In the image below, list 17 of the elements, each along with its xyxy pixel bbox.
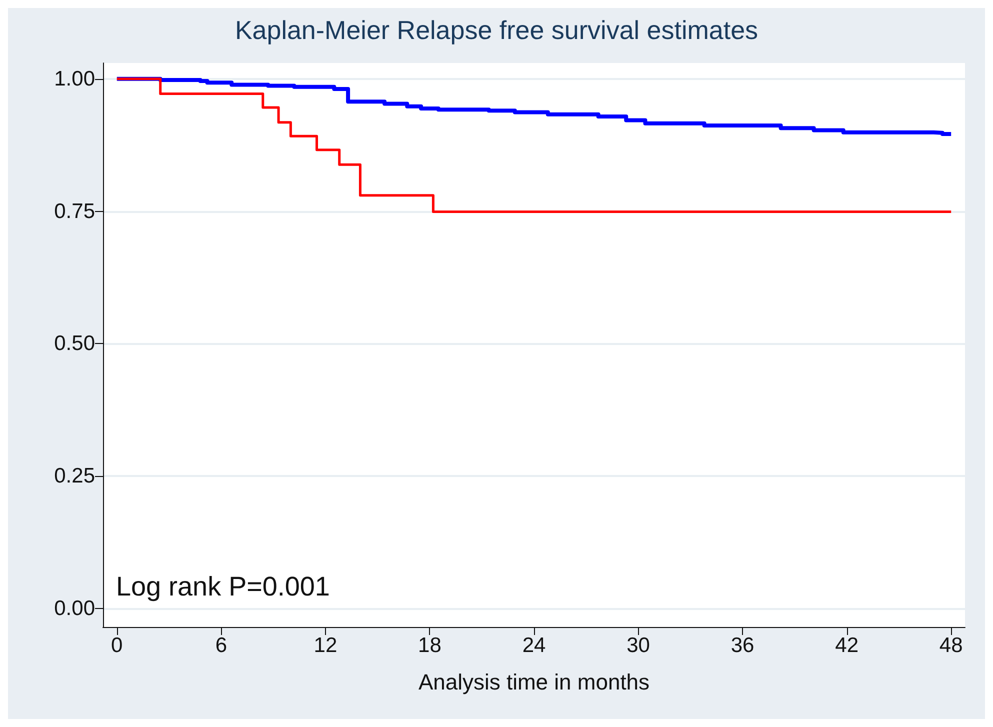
- x-tick-label: 30: [626, 634, 650, 657]
- y-tick-label: 0.75: [54, 200, 95, 223]
- y-tick-label: 1.00: [54, 67, 95, 90]
- x-tick-label: 18: [418, 634, 442, 657]
- x-tick-label: 42: [835, 634, 858, 657]
- x-tick-label: 12: [314, 634, 338, 657]
- x-tick-label: 36: [730, 634, 754, 657]
- y-tick-label: 0.00: [54, 596, 95, 620]
- x-tick-label: 48: [939, 634, 963, 657]
- x-tick-label: 0: [111, 634, 123, 657]
- y-tick-label: 0.25: [54, 464, 95, 488]
- x-tick-label: 6: [215, 634, 228, 657]
- chart-title: Kaplan-Meier Relapse free survival estimates: [234, 15, 758, 45]
- y-tick-label: 0.50: [54, 332, 95, 356]
- annotation: Log rank P=0.001: [116, 572, 330, 602]
- x-tick-label: 24: [522, 634, 546, 657]
- x-axis-title: Analysis time in months: [418, 670, 650, 694]
